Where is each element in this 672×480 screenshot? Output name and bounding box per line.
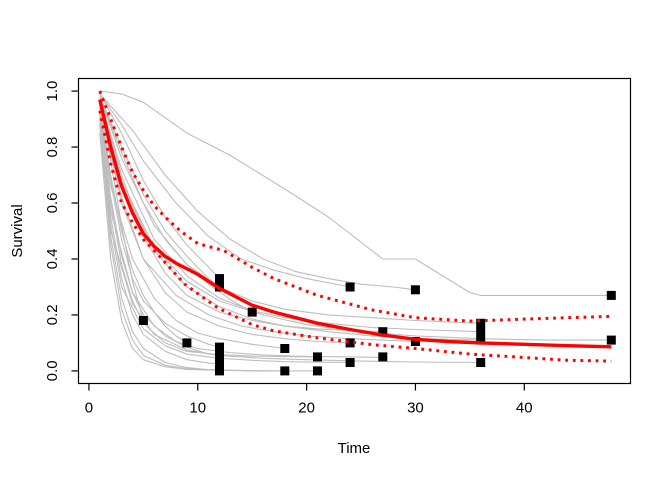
individual-survival-curve: [99, 96, 220, 288]
event-marker: [138, 316, 148, 325]
event-marker: [378, 352, 388, 362]
event-marker: [476, 318, 486, 328]
y-axis-title: Survival: [9, 204, 26, 257]
y-axis-tick-label: 1.0: [44, 81, 61, 102]
individual-survival-curve: [99, 99, 383, 333]
x-axis-tick-label: 10: [189, 400, 206, 417]
x-axis-tick-label: 0: [85, 400, 93, 417]
individual-survival-curve: [99, 116, 351, 364]
event-marker: [215, 359, 224, 369]
event-marker: [476, 335, 486, 345]
individual-survival-curve: [99, 102, 351, 344]
x-axis-tick-label: 20: [298, 400, 315, 417]
y-axis-tick-label: 0.2: [44, 304, 61, 325]
event-marker: [345, 358, 355, 367]
event-marker: [247, 307, 257, 317]
individual-survival-curve: [99, 93, 351, 288]
individual-survival-curve: [99, 93, 416, 291]
y-axis-tick-label: 0.8: [44, 137, 61, 158]
individual-survival-curve: [99, 119, 481, 364]
individual-survival-curve: [99, 90, 612, 296]
event-marker: [410, 337, 420, 346]
upper-confidence-band-line: [98, 90, 612, 323]
individual-survival-curve: [99, 124, 285, 372]
individual-survival-curve: [99, 99, 612, 341]
event-marker: [215, 342, 224, 352]
x-axis-title: Time: [338, 440, 371, 457]
individual-survival-curve: [99, 104, 416, 343]
event-marker: [280, 366, 290, 376]
x-axis-tick-label: 30: [407, 400, 424, 417]
event-marker: [280, 344, 290, 353]
individual-survival-curve: [99, 113, 220, 365]
individual-survival-curve: [99, 110, 318, 358]
x-axis-tick-label: 40: [516, 400, 533, 417]
y-axis-tick-label: 0.0: [44, 360, 61, 381]
mean-survival-line: [98, 99, 612, 349]
event-marker: [606, 335, 616, 345]
event-marker: [215, 366, 224, 376]
individual-survival-curve: [99, 105, 285, 350]
individual-survival-curve: [99, 96, 481, 324]
individual-survival-curve: [99, 99, 481, 333]
event-marker: [476, 327, 486, 337]
event-markers-layer: [138, 274, 616, 376]
event-marker: [410, 285, 420, 295]
event-marker: [606, 290, 616, 300]
individual-survival-curve: [99, 133, 318, 372]
individual-survival-curve: [99, 107, 220, 357]
axes-layer: 0 10 20 30 40 0.0 0.2 0.4 0.6 0.8 1.0: [44, 77, 632, 417]
event-marker: [313, 352, 322, 362]
event-marker: [345, 282, 355, 292]
event-marker: [182, 338, 192, 348]
event-marker: [476, 358, 486, 367]
event-marker: [215, 351, 224, 360]
mean-curve-layer: [98, 99, 612, 349]
event-marker: [345, 338, 355, 348]
event-marker: [378, 327, 388, 337]
event-marker: [215, 274, 224, 284]
lower-confidence-band-line: [98, 110, 612, 363]
event-marker: [313, 366, 322, 376]
y-axis-tick-label: 0.6: [44, 193, 61, 214]
individual-survival-curve: [99, 93, 220, 279]
plot-border: [77, 77, 632, 385]
individual-survival-curve: [99, 102, 481, 341]
confidence-bands-layer: [98, 90, 612, 363]
y-axis-tick-label: 0.4: [44, 249, 61, 270]
individual-survival-curve: [99, 102, 188, 344]
